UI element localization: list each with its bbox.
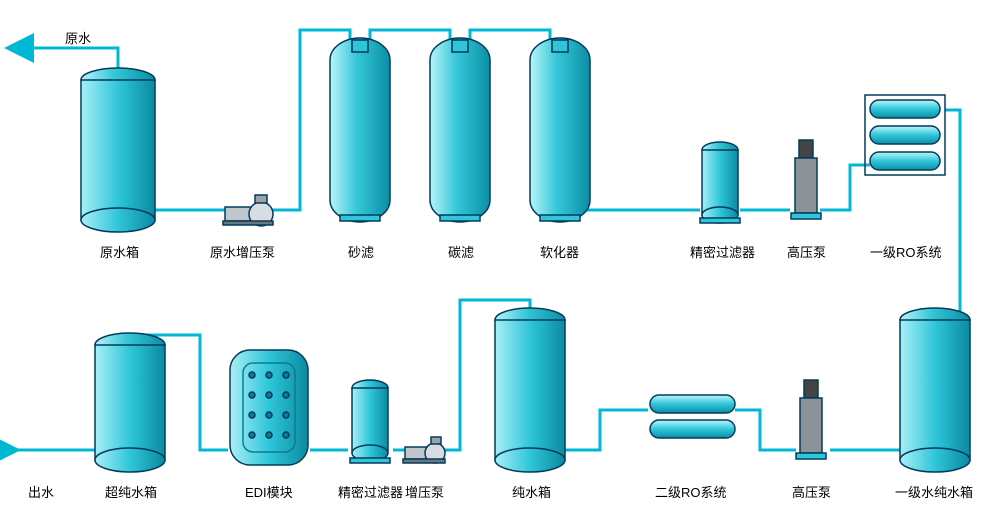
label-raw-in: 原水 [65, 28, 91, 47]
label-carbon: 碳滤 [448, 242, 474, 261]
ultrapure-tank [95, 333, 165, 472]
label-raw-tank: 原水箱 [100, 242, 139, 261]
pure-water-tank [495, 308, 565, 472]
softener [530, 38, 590, 222]
label-soft: 软化器 [540, 242, 579, 261]
label-precise2: 精密过滤器 [338, 482, 403, 501]
hp-pump-2 [796, 380, 826, 459]
label-ultra: 超纯水箱 [105, 482, 157, 501]
label-pure: 纯水箱 [512, 482, 551, 501]
label-edi: EDI模块 [245, 482, 293, 501]
label-hp2: 高压泵 [792, 482, 831, 501]
edi-module [230, 350, 308, 465]
label-ro1: 一级RO系统 [870, 242, 942, 261]
label-out: 出水 [28, 482, 54, 501]
ro-stage-2 [650, 395, 735, 438]
precision-filter-1 [700, 142, 740, 223]
label-boost: 增压泵 [405, 482, 444, 501]
sand-filter [330, 38, 390, 222]
ro-stage-1 [865, 95, 945, 175]
water-treatment-flowchart: 原水 原水箱 原水增压泵 砂滤 碳滤 软化器 精密过滤器 高压泵 一级RO系统 … [0, 0, 1000, 500]
diagram-svg [0, 0, 1000, 500]
hp-pump-1 [791, 140, 821, 219]
raw-booster-pump [223, 195, 273, 226]
precision-filter-2 [350, 380, 390, 463]
carbon-filter [430, 38, 490, 222]
boost-pump [403, 437, 445, 463]
ro1-pure-tank [900, 308, 970, 472]
label-sand: 砂滤 [348, 242, 374, 261]
label-hp1: 高压泵 [787, 242, 826, 261]
label-ro2: 二级RO系统 [655, 482, 727, 501]
label-ro1-tank: 一级水纯水箱 [895, 482, 973, 501]
label-precise: 精密过滤器 [690, 242, 755, 261]
raw-water-tank [81, 68, 155, 232]
label-raw-pump: 原水增压泵 [210, 242, 275, 261]
